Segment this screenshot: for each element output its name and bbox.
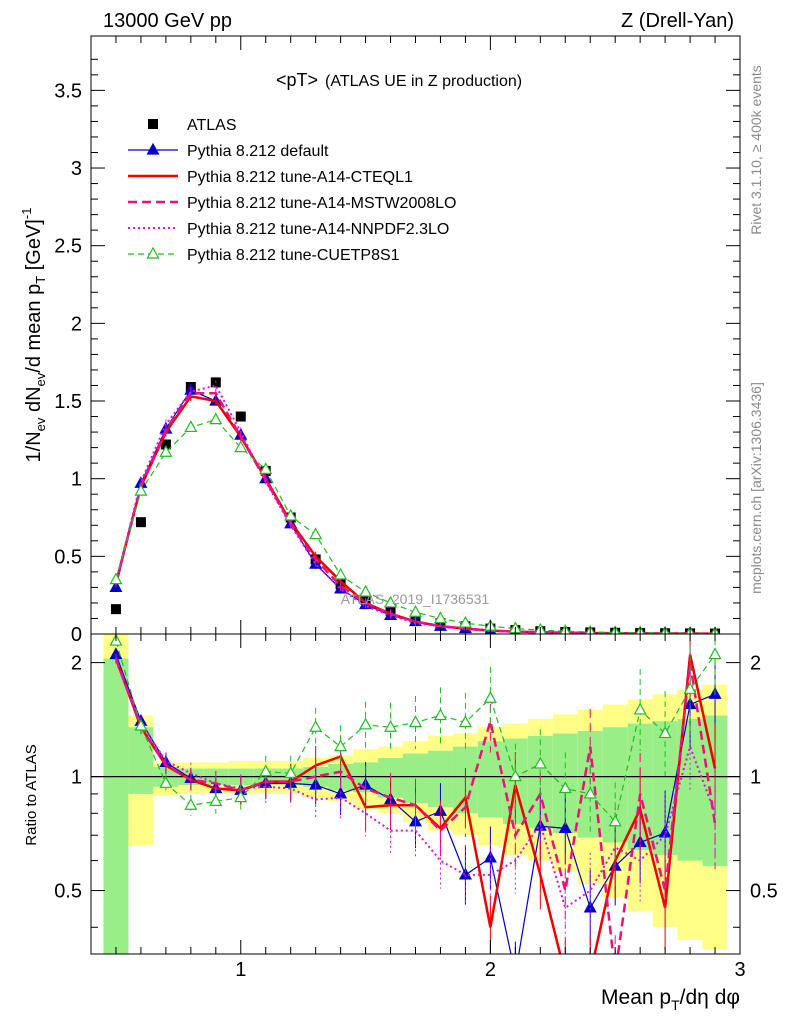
marker-open-triangle (159, 776, 173, 788)
legend-marker (148, 119, 158, 129)
marker-open-triangle (109, 572, 123, 585)
legend-label: Pythia 8.212 tune-A14-NNPDF2.3LO (187, 221, 449, 238)
ratio-y-tick-label-right: 1 (750, 767, 761, 789)
marker-open-triangle (284, 766, 298, 778)
marker-triangle (483, 850, 497, 863)
marker-open-triangle (184, 420, 198, 433)
ratio-xlabel: Mean pT/dη dφ (601, 986, 740, 1013)
marker-open-triangle (608, 814, 622, 827)
x-tick-label: 1 (235, 959, 246, 981)
y-tick-label: 1 (71, 469, 82, 491)
marker-open-triangle (533, 756, 547, 769)
legend-label: Pythia 8.212 tune-A14-CTEQL1 (187, 169, 413, 186)
main-subtitle: (ATLAS UE in Z production) (325, 73, 522, 90)
marker-open-triangle (359, 584, 373, 597)
marker-open-triangle (184, 798, 198, 810)
marker-open-triangle (633, 702, 647, 715)
legend-item: ATLAS (148, 117, 237, 134)
watermark: ATLAS_2019_I1736531 (341, 591, 490, 607)
marker-open-triangle (284, 508, 298, 521)
marker-open-triangle (408, 605, 423, 617)
marker-open-triangle (234, 440, 248, 453)
marker-open-triangle (359, 717, 373, 730)
marker-open-triangle (234, 790, 248, 803)
marker-open-triangle (134, 483, 148, 496)
series-3 (115, 656, 716, 945)
data-point (110, 604, 121, 615)
header-right: Z (Drell-Yan) (621, 10, 734, 32)
marker-open-triangle (458, 715, 472, 728)
marker-open-triangle (334, 739, 348, 752)
marker-open-triangle (209, 412, 223, 425)
marker-triangle (510, 969, 521, 979)
marker-open-triangle (658, 726, 672, 739)
ratio-y-tick-label: 2 (71, 653, 82, 675)
legend-label: Pythia 8.212 tune-CUETP8S1 (187, 247, 400, 264)
legend-item: Pythia 8.212 tune-A14-NNPDF2.3LO (128, 221, 449, 238)
legend: ATLAS Pythia 8.212 default Pythia 8.212 tu… (128, 117, 456, 264)
marker-open-triangle (259, 462, 273, 474)
marker-open-triangle (433, 611, 447, 624)
band-stat (128, 727, 154, 794)
legend-item: Pythia 8.212 tune-A14-MSTW2008LO (128, 195, 456, 212)
ratio-y-tick-label: 1 (71, 767, 82, 789)
rivet-label: Rivet 3.1.10, ≥ 400k events (748, 65, 764, 235)
y-tick-label: 3 (71, 158, 82, 180)
marker-open-triangle (583, 786, 597, 799)
ratio-series-group (109, 634, 722, 979)
marker-open-triangle (483, 691, 497, 703)
data-point (160, 439, 171, 450)
y-tick-label: 2.5 (54, 236, 82, 258)
marker-open-triangle (209, 794, 223, 806)
marker-open-triangle (309, 719, 323, 732)
legend-label: ATLAS (187, 117, 237, 134)
marker-open-triangle (159, 445, 173, 457)
marker-open-triangle (384, 595, 398, 608)
y-tick-label: 1.5 (54, 391, 82, 413)
ratio-y-tick-label-right: 0.5 (750, 881, 778, 903)
marker-open-triangle (433, 708, 447, 721)
main-title: <pT> (276, 70, 318, 90)
marker-open-triangle (134, 718, 148, 731)
ratio-y-tick-label: 0.5 (54, 881, 82, 903)
legend-item: Pythia 8.212 tune-CUETP8S1 (128, 246, 400, 264)
marker-open-triangle (708, 647, 722, 660)
marker-triangle (558, 821, 572, 833)
marker-open-triangle (408, 715, 423, 728)
marker-open-triangle (508, 769, 522, 782)
series-4 (109, 634, 722, 862)
marker-triangle (146, 142, 160, 155)
data-point (135, 517, 146, 528)
y-tick-label: 0 (71, 624, 82, 646)
marker-open-triangle (309, 527, 323, 540)
header-left: 13000 GeV pp (103, 10, 232, 32)
marker-open-triangle (334, 567, 348, 580)
y-tick-label: 0.5 (54, 546, 82, 568)
ratio-ylabel: Ratio to ATLAS (23, 744, 40, 845)
mcplots-label: mcplots.cern.ch [arXiv:1306.3436] (748, 382, 764, 594)
legend-label: Pythia 8.212 default (187, 143, 329, 160)
marker-open-triangle (558, 781, 572, 794)
marker-triangle (583, 900, 597, 913)
marker-open-triangle (683, 682, 697, 694)
series-5 (109, 412, 720, 634)
y-tick-label: 3.5 (54, 80, 82, 102)
main-ylabel: 1/Nev dNev/d mean pT [GeV]-1 (19, 208, 48, 463)
legend-label: Pythia 8.212 tune-A14-MSTW2008LO (187, 195, 456, 212)
legend-item: Pythia 8.212 tune-A14-CTEQL1 (128, 169, 413, 186)
legend-item: Pythia 8.212 default (128, 142, 329, 160)
marker-open-triangle (259, 764, 273, 777)
y-tick-label: 2 (71, 313, 82, 335)
band-stat (103, 658, 129, 954)
data-point (235, 411, 246, 422)
x-tick-label: 3 (734, 959, 745, 981)
marker-open-triangle (146, 246, 160, 259)
marker-open-triangle (384, 719, 398, 732)
axes-ticks: 1 2 3 0 0.5 1 1.5 2 2.5 3 3.5 0.5 0.5 1 1 2 2 (54, 36, 778, 981)
x-tick-label: 2 (485, 959, 496, 981)
ratio-y-tick-label-right: 2 (750, 653, 761, 675)
